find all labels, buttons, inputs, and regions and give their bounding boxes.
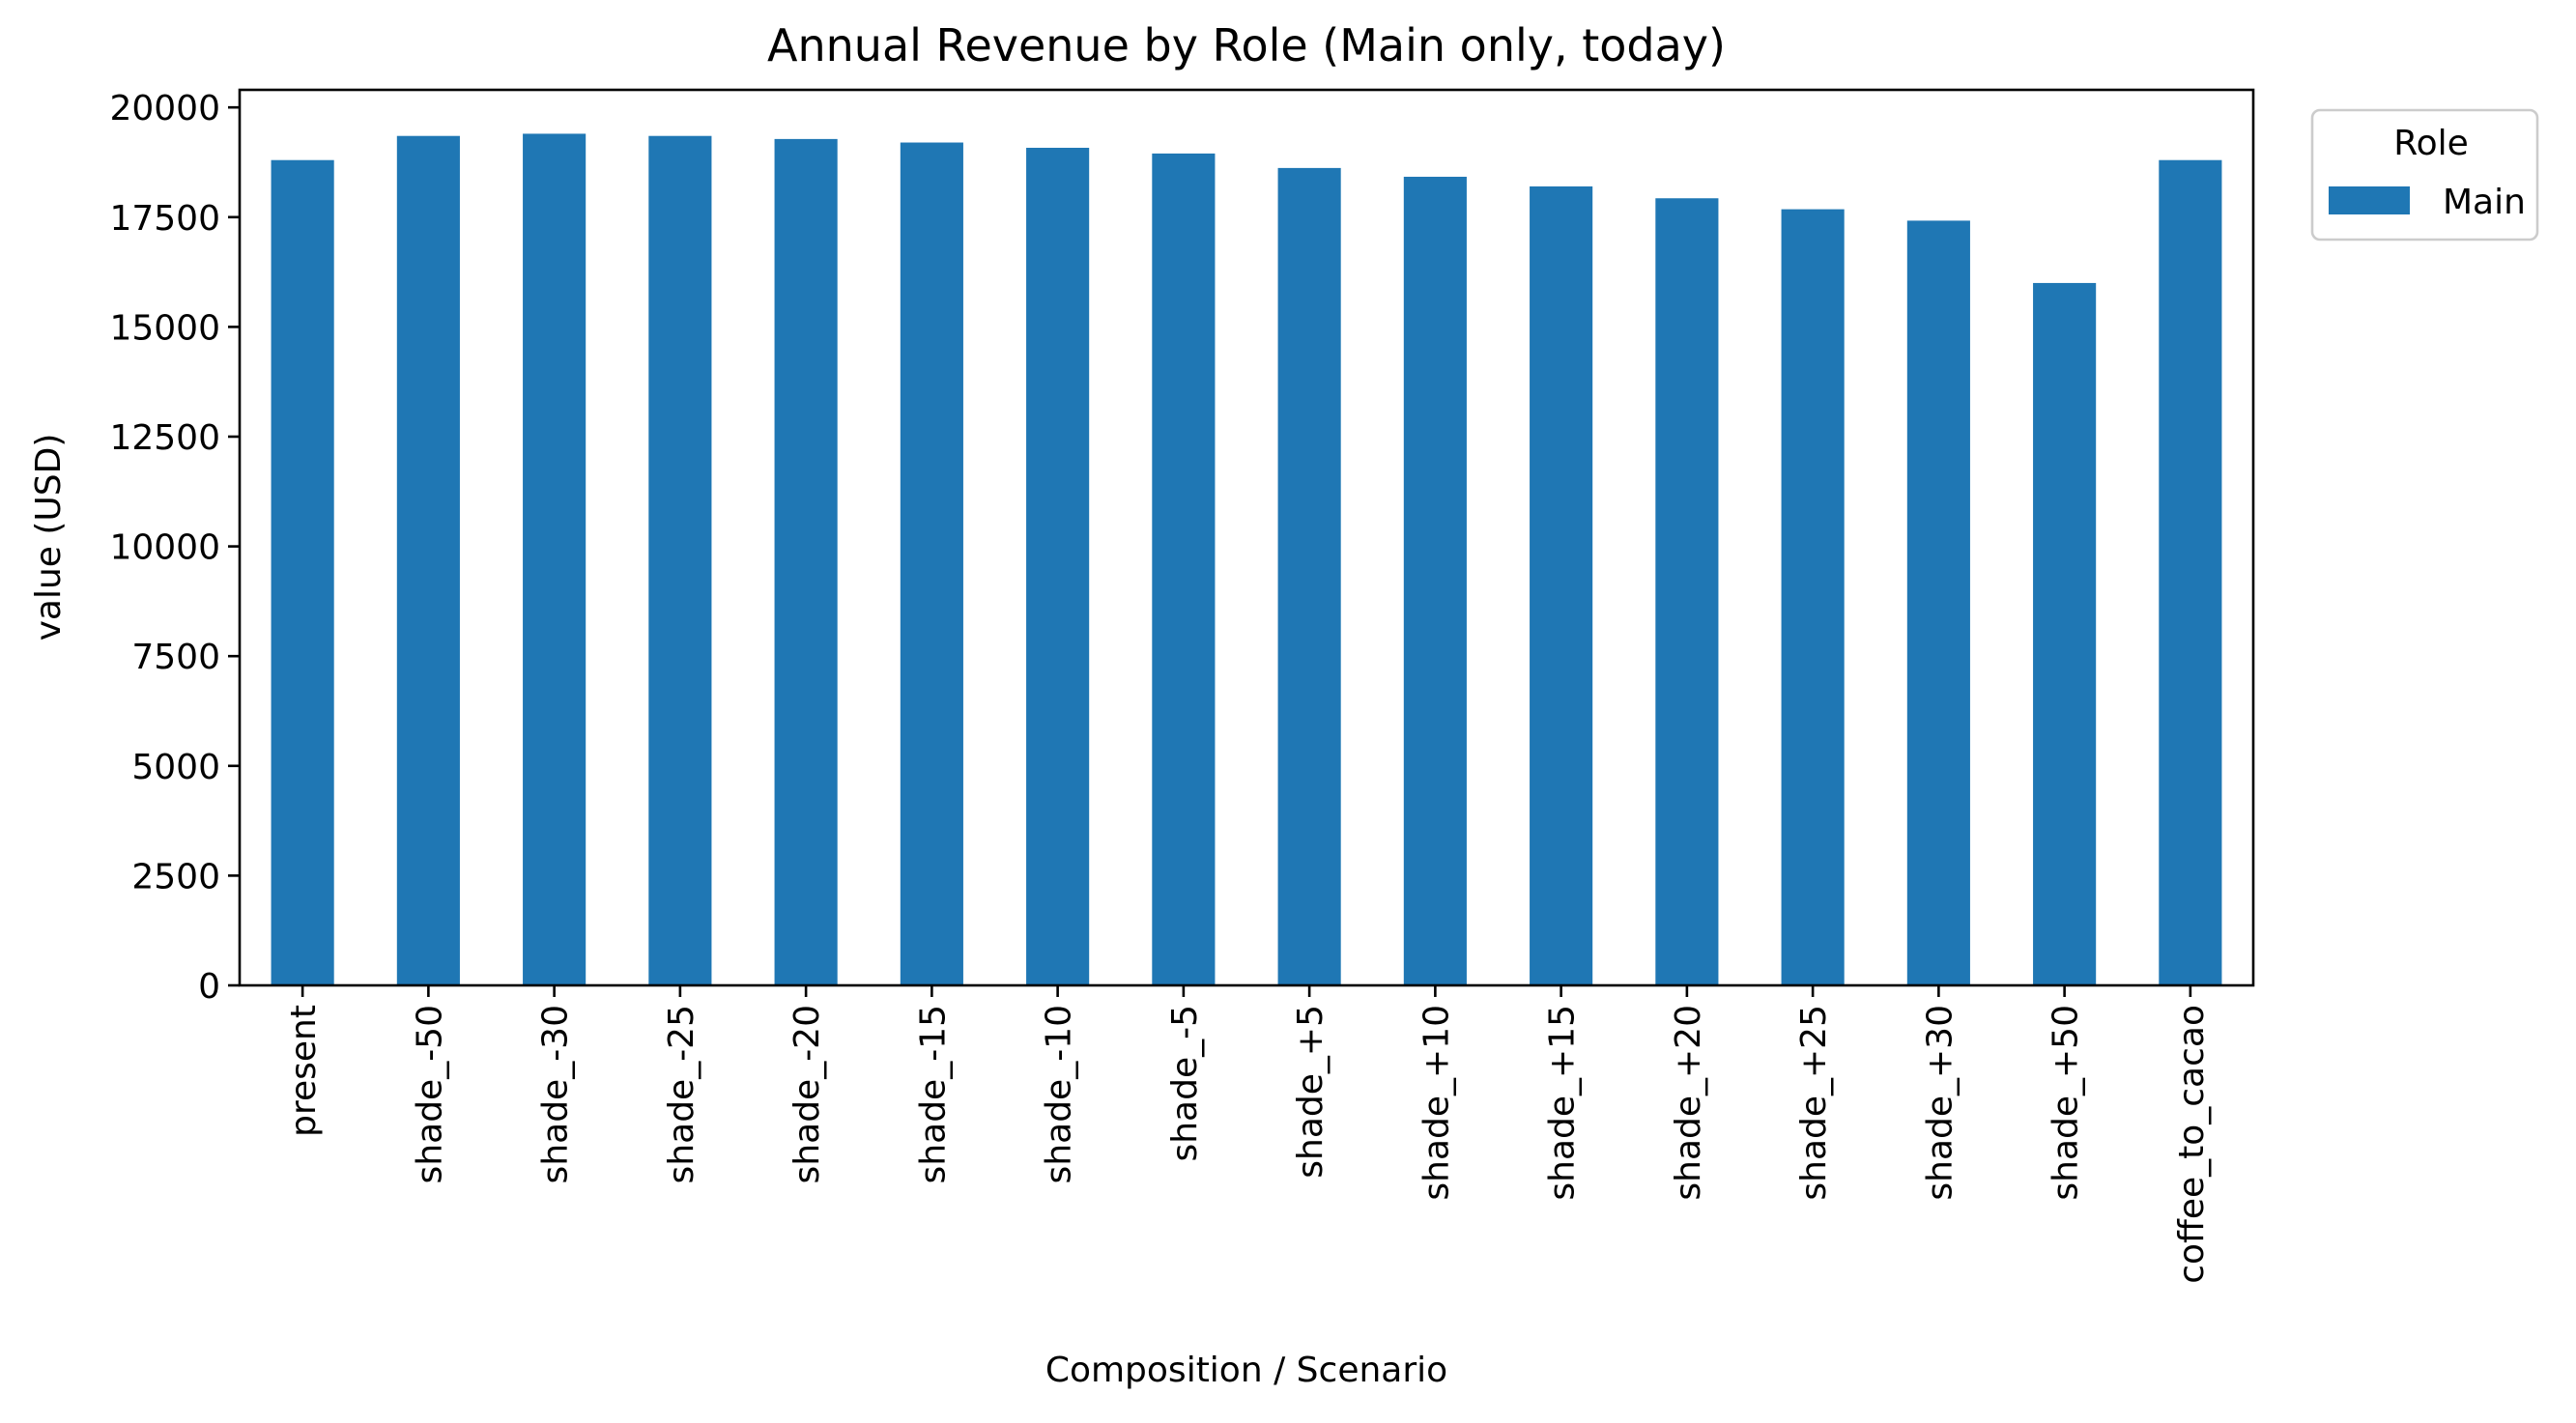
- x-tick-label: shade_-10: [1040, 1005, 1079, 1183]
- x-tick-label: shade_-20: [787, 1005, 827, 1183]
- bar-shade_-20: [774, 138, 838, 985]
- x-tick-label: shade_+15: [1543, 1005, 1583, 1201]
- x-tick-label: shade_+5: [1291, 1005, 1331, 1179]
- chart-title: Annual Revenue by Role (Main only, today…: [767, 19, 1726, 71]
- y-axis: 0 2500 5000 7500 10000 12500 15000 17500 20000: [109, 89, 240, 1007]
- bar-shade_+50: [2033, 282, 2097, 985]
- bar-shade_+5: [1277, 167, 1341, 985]
- y-tick-label: 0: [198, 967, 220, 1007]
- y-tick-label: 2500: [131, 857, 220, 896]
- bar-shade_-25: [648, 135, 712, 985]
- x-tick-label: shade_+50: [2046, 1005, 2086, 1201]
- bar-shade_-5: [1152, 153, 1216, 985]
- y-tick-label: 10000: [109, 528, 220, 568]
- bar-shade_+25: [1781, 209, 1845, 986]
- x-axis-label: Composition / Scenario: [1045, 1351, 1447, 1390]
- x-tick-label: coffee_to_cacao: [2172, 1005, 2212, 1284]
- bar-shade_-10: [1026, 147, 1090, 986]
- bar-coffee_to_cacao: [2159, 159, 2222, 985]
- x-tick-label: present: [284, 1005, 324, 1137]
- bar-shade_+10: [1403, 176, 1467, 986]
- y-tick-label: 15000: [109, 308, 220, 348]
- y-axis-label: value (USD): [29, 434, 69, 641]
- bar-shade_+20: [1655, 198, 1719, 986]
- y-tick-label: 5000: [131, 748, 220, 787]
- bar-present: [271, 159, 334, 985]
- x-tick-label: shade_-25: [662, 1005, 701, 1183]
- plot-area-frame: [238, 88, 2255, 987]
- y-tick-label: 7500: [131, 638, 220, 677]
- legend-title: Role: [2393, 124, 2469, 163]
- x-tick-label: shade_+10: [1417, 1005, 1456, 1201]
- bar-shade_-50: [396, 135, 460, 985]
- bar-shade_+15: [1530, 185, 1593, 986]
- x-tick-label: shade_-5: [1165, 1005, 1205, 1162]
- bars-layer: [271, 133, 2222, 986]
- x-tick-label: shade_+20: [1669, 1005, 1708, 1201]
- x-tick-label: shade_-30: [536, 1005, 576, 1183]
- legend: Role Main: [2310, 108, 2539, 242]
- bar-shade_-30: [523, 133, 587, 985]
- x-tick-label: shade_-15: [913, 1005, 953, 1183]
- x-tick-label: shade_-50: [410, 1005, 449, 1183]
- x-axis: present shade_-50 shade_-30 shade_-25 shade_…: [284, 985, 2212, 1284]
- y-tick-label: 17500: [109, 199, 220, 239]
- bar-shade_-15: [900, 142, 963, 985]
- legend-label-main: Main: [2443, 183, 2526, 222]
- x-tick-label: shade_+25: [1794, 1005, 1834, 1201]
- legend-swatch-main: [2329, 186, 2410, 214]
- y-tick-label: 12500: [109, 418, 220, 458]
- x-tick-label: shade_+30: [1920, 1005, 1960, 1201]
- y-tick-label: 20000: [109, 89, 220, 128]
- bar-shade_+30: [1906, 220, 1970, 985]
